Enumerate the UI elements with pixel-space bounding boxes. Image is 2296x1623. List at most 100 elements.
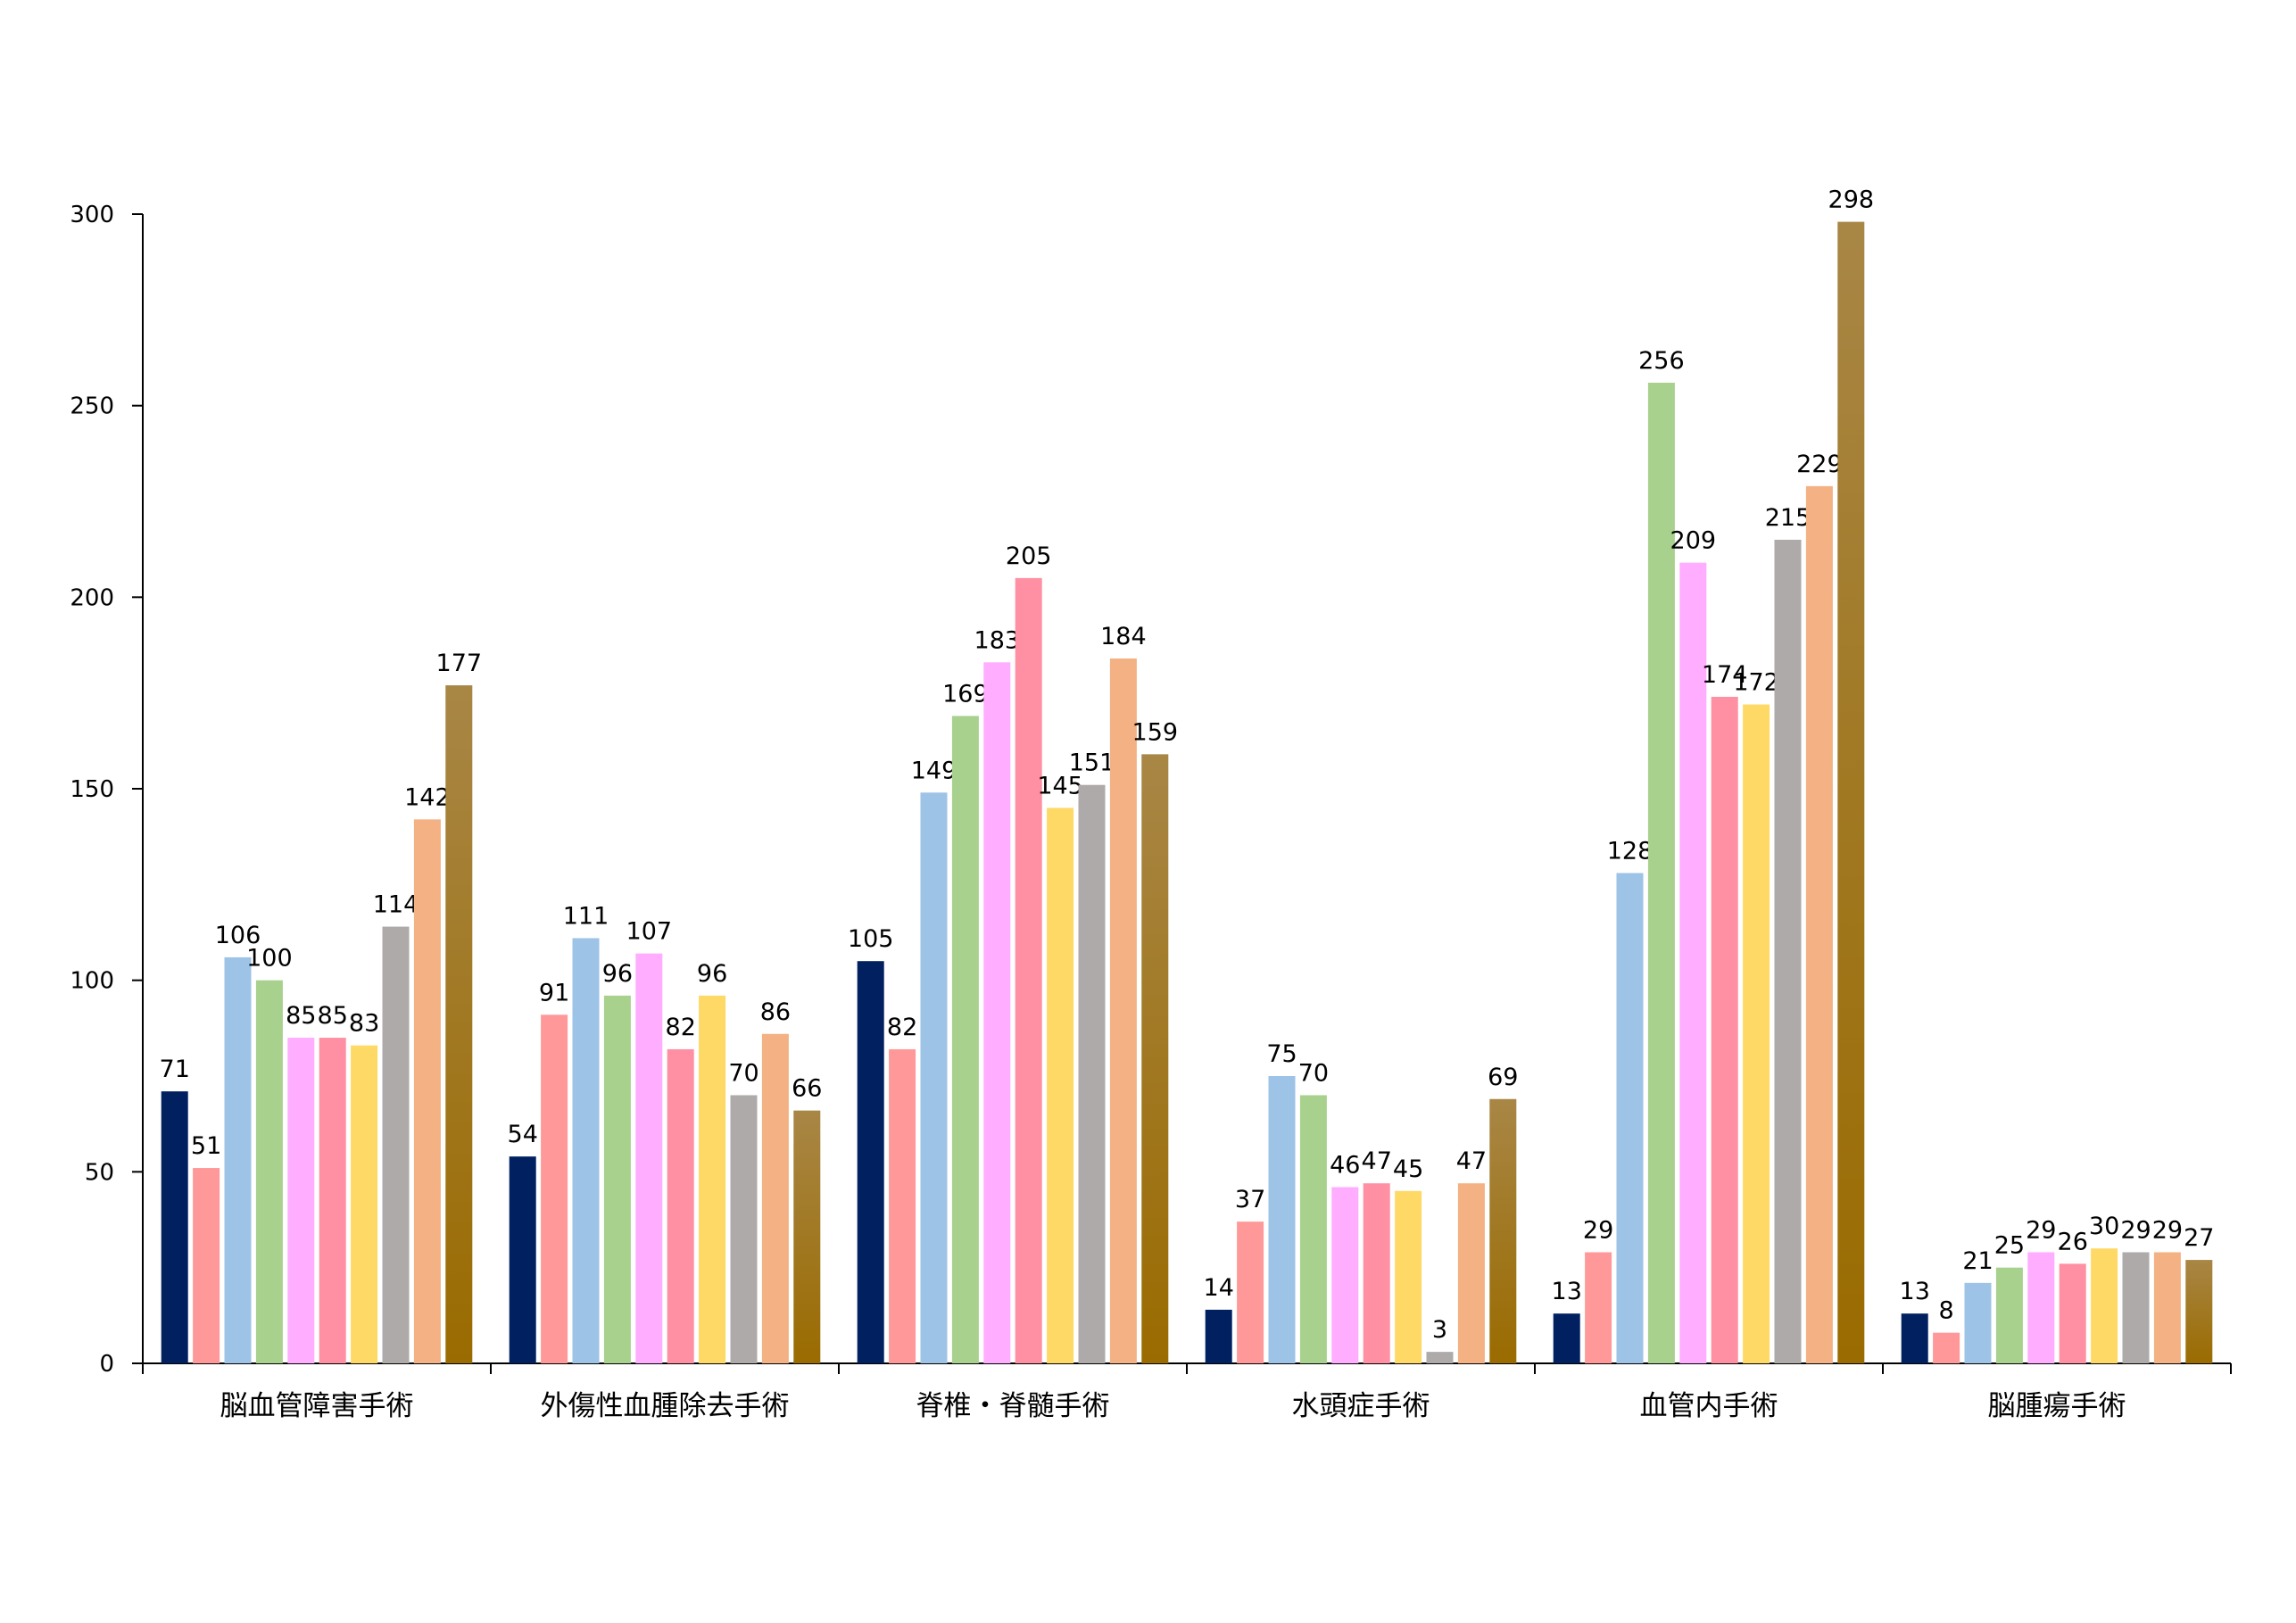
bar bbox=[2153, 1252, 2181, 1363]
data-label: 29 bbox=[2120, 1216, 2151, 1244]
bar bbox=[287, 1038, 315, 1363]
data-label: 172 bbox=[1733, 669, 1779, 697]
bar bbox=[603, 995, 631, 1363]
data-label: 215 bbox=[1765, 504, 1811, 532]
data-label: 71 bbox=[160, 1056, 190, 1083]
bar bbox=[699, 995, 726, 1363]
bar bbox=[1047, 807, 1074, 1363]
data-label: 66 bbox=[792, 1075, 822, 1103]
bar bbox=[1964, 1282, 1992, 1363]
bar bbox=[1109, 658, 1137, 1363]
data-label: 229 bbox=[1796, 451, 1843, 478]
bar bbox=[1141, 754, 1169, 1363]
bar bbox=[541, 1014, 568, 1363]
x-category-label: 脊椎・脊髄手術 bbox=[916, 1390, 1110, 1422]
bar bbox=[509, 1156, 536, 1363]
y-tick-label: 200 bbox=[70, 584, 114, 611]
bar bbox=[1015, 577, 1042, 1363]
bar bbox=[920, 792, 948, 1363]
bar bbox=[951, 716, 979, 1363]
bar bbox=[572, 938, 600, 1363]
bar bbox=[413, 819, 441, 1363]
data-label: 83 bbox=[349, 1010, 379, 1038]
bar bbox=[1616, 873, 1644, 1363]
bar bbox=[1078, 784, 1106, 1363]
x-category-label: 脳腫瘍手術 bbox=[1988, 1390, 2126, 1422]
data-label: 70 bbox=[1298, 1059, 1329, 1087]
data-label: 128 bbox=[1607, 837, 1654, 865]
data-label: 29 bbox=[1583, 1216, 1613, 1244]
data-label: 45 bbox=[1393, 1155, 1423, 1183]
bar bbox=[224, 956, 252, 1363]
data-label: 107 bbox=[626, 918, 673, 946]
data-label: 85 bbox=[286, 1002, 316, 1030]
bar bbox=[1647, 382, 1675, 1363]
y-tick-label: 150 bbox=[70, 776, 114, 803]
x-category-label: 脳血管障害手術 bbox=[220, 1390, 414, 1422]
data-label: 3 bbox=[1432, 1316, 1447, 1344]
bar bbox=[351, 1045, 378, 1363]
data-label: 54 bbox=[508, 1121, 538, 1148]
data-label: 29 bbox=[2026, 1216, 2056, 1244]
data-label: 8 bbox=[1939, 1297, 1954, 1325]
bar bbox=[1933, 1332, 1960, 1363]
data-label: 177 bbox=[436, 650, 483, 677]
bar bbox=[1426, 1352, 1454, 1363]
bar bbox=[889, 1048, 916, 1363]
data-label: 145 bbox=[1037, 772, 1083, 799]
bar bbox=[761, 1033, 789, 1363]
data-label: 298 bbox=[1828, 186, 1875, 214]
data-label: 169 bbox=[942, 680, 989, 708]
bar bbox=[255, 980, 283, 1363]
data-label: 106 bbox=[215, 922, 261, 949]
data-label: 114 bbox=[373, 891, 419, 919]
data-label: 13 bbox=[1900, 1278, 1930, 1305]
bar bbox=[1995, 1267, 2023, 1363]
data-label: 14 bbox=[1204, 1274, 1234, 1302]
bar bbox=[193, 1168, 220, 1363]
bar bbox=[1901, 1313, 1928, 1363]
data-label: 100 bbox=[246, 945, 293, 973]
bar bbox=[2059, 1263, 2086, 1363]
bar bbox=[1363, 1183, 1390, 1363]
data-label: 149 bbox=[911, 757, 957, 784]
bar bbox=[1395, 1190, 1422, 1363]
bar bbox=[1268, 1076, 1296, 1363]
bar bbox=[1331, 1187, 1359, 1363]
data-label: 47 bbox=[1456, 1147, 1487, 1175]
data-label: 47 bbox=[1362, 1147, 1392, 1175]
bar bbox=[1774, 539, 1802, 1363]
data-label: 184 bbox=[1100, 623, 1147, 650]
data-label: 21 bbox=[1962, 1247, 1993, 1275]
data-label: 96 bbox=[602, 960, 633, 988]
bar bbox=[1711, 696, 1738, 1363]
data-label: 151 bbox=[1069, 749, 1115, 777]
data-label: 69 bbox=[1488, 1064, 1518, 1091]
x-category-label: 血管内手術 bbox=[1640, 1390, 1778, 1422]
data-label: 256 bbox=[1638, 347, 1685, 375]
y-tick-label: 0 bbox=[99, 1351, 114, 1378]
data-label: 25 bbox=[1994, 1232, 2025, 1260]
data-label: 142 bbox=[404, 783, 451, 811]
bar bbox=[1237, 1221, 1264, 1363]
data-label: 105 bbox=[848, 925, 894, 953]
data-label: 30 bbox=[2089, 1213, 2119, 1240]
data-label: 209 bbox=[1670, 527, 1717, 555]
data-label: 75 bbox=[1266, 1040, 1297, 1068]
data-label: 26 bbox=[2058, 1228, 2088, 1255]
y-tick-label: 300 bbox=[70, 202, 114, 228]
x-category-label: 外傷性血腫除去手術 bbox=[541, 1390, 790, 1422]
bar bbox=[1489, 1098, 1517, 1363]
bar bbox=[1553, 1313, 1580, 1363]
bar bbox=[635, 953, 663, 1363]
data-label: 174 bbox=[1702, 661, 1748, 689]
bar bbox=[1837, 221, 1865, 1363]
bar bbox=[445, 685, 473, 1363]
bar bbox=[1679, 562, 1707, 1363]
data-label: 46 bbox=[1330, 1152, 1360, 1180]
bar bbox=[2122, 1252, 2150, 1363]
data-label: 85 bbox=[318, 1002, 348, 1030]
data-label: 37 bbox=[1235, 1186, 1265, 1213]
data-label: 13 bbox=[1552, 1278, 1582, 1305]
bar bbox=[1299, 1095, 1327, 1363]
